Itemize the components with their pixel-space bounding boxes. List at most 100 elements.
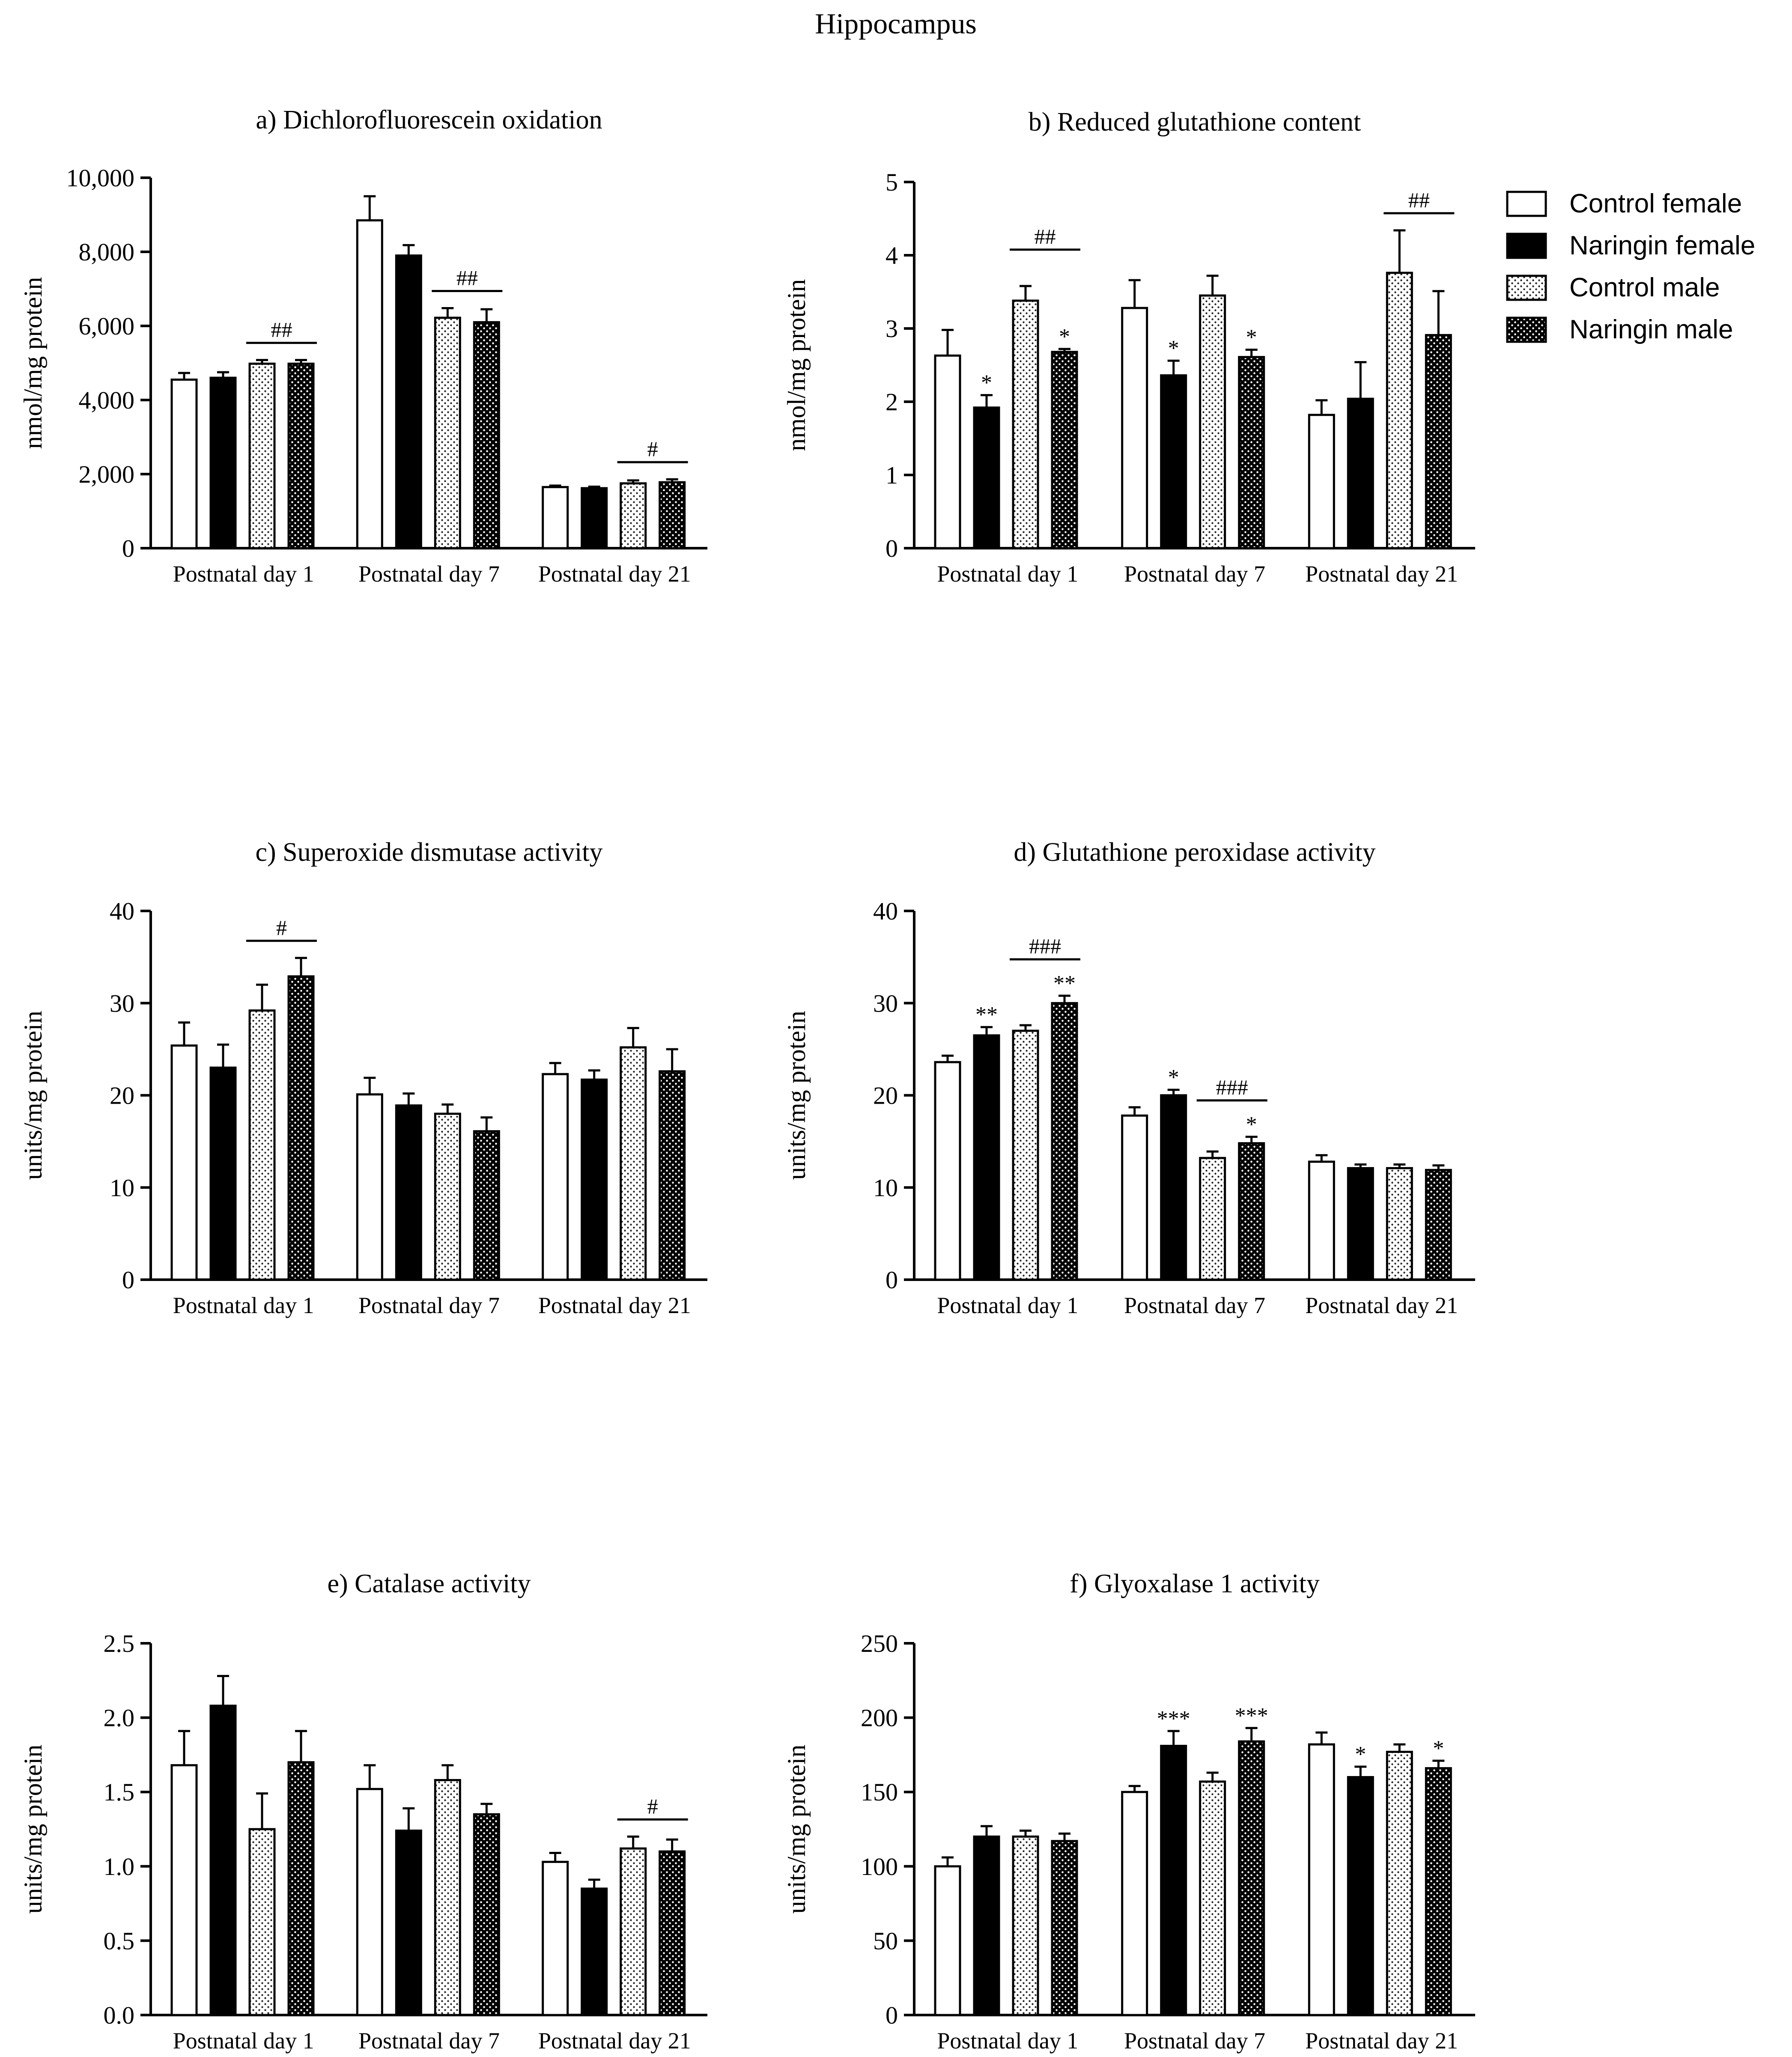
x-tick-label: Postnatal day 21 [538,561,691,587]
y-tick-label: 4,000 [79,386,135,414]
y-tick-label: 6,000 [79,312,135,340]
x-tick-label: Postnatal day 7 [1124,561,1265,587]
bar-naringin-female [1347,397,1374,549]
bar-naringin-male [1238,1740,1265,2016]
legend-swatch-naringin-female [1506,233,1547,259]
significance-mark: ** [975,1003,998,1027]
chart-panel: d) Glutathione peroxidase activity units/… [782,838,1475,1318]
y-tick-label: 0 [886,1266,898,1294]
bar-control-male [434,316,461,549]
y-tick-label: 4 [886,242,898,269]
y-tick-label: 2,000 [79,460,135,488]
y-tick-label: 200 [861,1704,898,1732]
bar-naringin-male [1425,1767,1452,2016]
bar-control-male [1012,299,1039,549]
bar-control-male [434,1779,461,2016]
comparison-label: ### [1216,1075,1248,1099]
y-tick-label: 10,000 [66,164,135,192]
x-tick-label: Postnatal day 7 [1124,2028,1265,2054]
comparison-label: ## [456,266,478,290]
x-tick-label: Postnatal day 21 [538,1293,691,1318]
bar-naringin-female [1347,1167,1374,1281]
y-tick-label: 3 [886,315,898,343]
y-tick-label: 2 [886,388,898,416]
bar-control-male [1199,1780,1226,2016]
bar-control-female [356,1788,383,2016]
bar-naringin-female [395,1829,422,2016]
bar-control-female [934,1865,961,2016]
bar-control-female [1308,1743,1335,2016]
bar-control-female [356,219,383,549]
significance-mark: * [1059,325,1070,349]
bar-control-male [1386,272,1413,549]
y-tick-label: 1 [886,461,898,489]
bar-control-female [1121,307,1148,549]
bar-control-female [170,1764,198,2016]
chart-title: f) Glyoxalase 1 activity [1070,1569,1320,1598]
bar-naringin-female [1160,1745,1187,2016]
chart-title: a) Dichlorofluorescein oxidation [256,105,602,134]
y-tick-label: 30 [873,989,898,1017]
significance-mark: * [1168,1066,1179,1090]
bar-control-female [934,1061,961,1281]
significance-mark: * [1355,1742,1366,1767]
y-tick-label: 40 [873,897,898,925]
chart-panel: c) Superoxide dismutase activity units/mg… [19,838,707,1318]
bar-naringin-male [659,1850,686,2016]
legend-swatch-naringin-male [1506,316,1547,343]
y-tick-label: 150 [861,1778,898,1806]
bar-control-female [934,354,961,549]
y-tick-label: 20 [110,1082,134,1110]
x-tick-label: Postnatal day 21 [1305,1293,1458,1318]
bar-control-female [542,1073,569,1281]
bar-control-male [620,482,647,549]
bar-naringin-female [209,1066,237,1281]
bar-naringin-female [209,1705,237,2016]
x-tick-label: Postnatal day 1 [937,2028,1078,2054]
chart-title: b) Reduced glutathione content [1029,107,1361,137]
x-tick-label: Postnatal day 21 [1305,561,1458,587]
bar-control-female [1308,1160,1335,1281]
legend: Control female Naringin female Control m… [1506,189,1755,344]
significance-mark: *** [1235,1704,1268,1728]
y-tick-label: 0 [886,534,898,562]
x-tick-label: Postnatal day 1 [937,561,1078,587]
bar-control-male [1012,1835,1039,2016]
chart-panel: a) Dichlorofluorescein oxidation nmol/mg … [19,105,707,587]
legend-entry: Naringin female [1506,231,1755,260]
y-axis-label: units/mg protein [19,1011,47,1180]
x-tick-label: Postnatal day 21 [1305,2028,1458,2054]
y-tick-label: 50 [873,1927,898,1955]
legend-swatch-control-female [1506,191,1547,217]
significance-mark: ** [1053,971,1076,996]
legend-entry: Control female [1506,189,1742,218]
y-tick-label: 0 [122,534,134,562]
comparison-label: ### [1029,934,1061,958]
significance-mark: * [1168,336,1179,361]
figure-title: Hippocampus [815,7,977,40]
legend-entry: Naringin male [1506,315,1733,344]
bar-naringin-female [973,1034,1000,1281]
significance-mark: * [1246,1112,1257,1137]
bar-naringin-male [473,1130,500,1281]
bar-naringin-male [1051,1840,1078,2016]
legend-label: Control male [1569,273,1720,302]
bar-control-female [542,486,569,549]
significance-mark: *** [1157,1707,1190,1731]
y-tick-label: 0 [122,1266,134,1294]
bar-control-male [620,1847,647,2016]
comparison-label: ## [1408,188,1430,212]
bar-naringin-female [395,254,422,549]
bar-control-female [1121,1791,1148,2016]
bar-control-male [620,1046,647,1281]
chart-title: d) Glutathione peroxidase activity [1014,838,1375,867]
bar-control-male [1199,1157,1226,1281]
y-tick-label: 10 [110,1174,134,1202]
comparison-label: ## [1035,224,1056,248]
x-tick-label: Postnatal day 21 [538,2028,691,2054]
y-tick-label: 250 [861,1630,898,1657]
chart-panel: b) Reduced glutathione content nmol/mg pr… [782,107,1475,587]
chart-panel: e) Catalase activity units/mg protein 0.0 0… [19,1569,707,2054]
legend-entry: Control male [1506,273,1720,302]
legend-swatch-control-male [1506,275,1547,301]
